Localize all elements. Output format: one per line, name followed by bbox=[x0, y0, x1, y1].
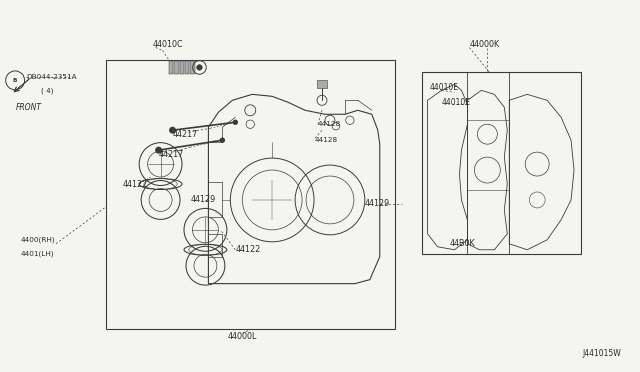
Text: J441015W: J441015W bbox=[582, 349, 621, 358]
Text: 44000K: 44000K bbox=[469, 40, 500, 49]
Text: 44122: 44122 bbox=[236, 245, 260, 254]
Bar bbox=[185, 61, 189, 74]
Text: FRONT: FRONT bbox=[16, 103, 42, 112]
Text: 44129: 44129 bbox=[191, 195, 216, 205]
Circle shape bbox=[234, 120, 237, 124]
Text: B: B bbox=[13, 78, 17, 83]
Bar bbox=[317, 80, 327, 89]
Circle shape bbox=[196, 65, 202, 70]
Text: 44128: 44128 bbox=[318, 121, 341, 127]
Text: 44122: 44122 bbox=[123, 180, 148, 189]
Circle shape bbox=[220, 138, 225, 142]
Bar bbox=[191, 61, 195, 74]
Text: 4401(LH): 4401(LH) bbox=[21, 250, 55, 257]
Bar bbox=[422, 73, 581, 254]
Text: 44010C: 44010C bbox=[152, 40, 183, 49]
Text: 4400(RH): 4400(RH) bbox=[21, 237, 56, 243]
Circle shape bbox=[170, 128, 175, 133]
Text: 44010E: 44010E bbox=[429, 83, 459, 92]
Text: 44010E: 44010E bbox=[442, 98, 470, 107]
Text: 44B0K: 44B0K bbox=[449, 239, 475, 248]
Text: ( 4): ( 4) bbox=[41, 87, 54, 94]
Text: 44000L: 44000L bbox=[228, 332, 257, 341]
Bar bbox=[180, 61, 184, 74]
Bar bbox=[168, 61, 173, 74]
Text: 44217: 44217 bbox=[173, 130, 198, 139]
Bar bbox=[106, 61, 395, 330]
Text: DB044-2351A: DB044-2351A bbox=[26, 74, 77, 80]
Text: 44129: 44129 bbox=[365, 199, 390, 208]
Text: 44217: 44217 bbox=[159, 150, 184, 158]
Bar bbox=[174, 61, 179, 74]
Circle shape bbox=[156, 147, 161, 153]
Text: 44128: 44128 bbox=[315, 137, 338, 143]
